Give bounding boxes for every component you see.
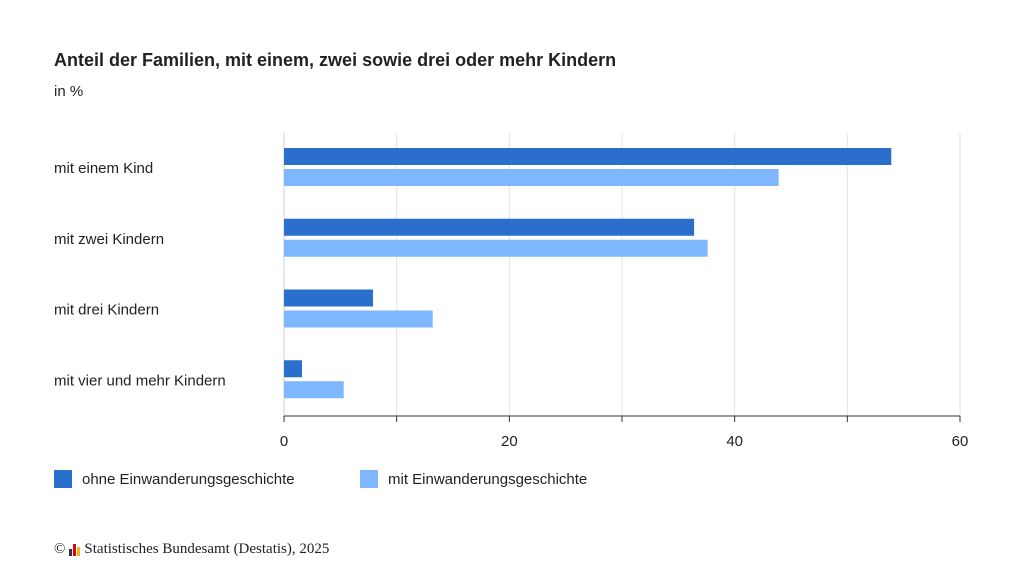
legend-label-ohne: ohne Einwanderungsgeschichte [82,470,295,488]
bar [284,310,433,328]
legend-swatch-mit [360,470,378,488]
bar-chart: 0 20 40 60 mit einem Kind mit zwei Kindern mit… [54,133,969,450]
x-tick-label: 60 [952,433,969,450]
bar [284,239,708,257]
category-label: mit drei Kindern [54,302,159,319]
x-tick-label: 0 [280,433,288,450]
chart-subtitle: in % [54,83,84,100]
category-label: mit zwei Kindern [54,231,164,248]
bar [284,218,695,236]
legend-item-mit[interactable]: mit Einwanderungsgeschichte [360,470,587,488]
destatis-logo-icon [69,543,81,556]
source-text: Statistisches Bundesamt (Destatis), 2025 [84,541,330,557]
bar [284,289,374,307]
copyright-symbol: © [54,541,66,557]
chart-title: Anteil der Familien, mit einem, zwei sow… [54,50,617,70]
x-tick-label: 20 [501,433,518,450]
category-label: mit vier und mehr Kindern [54,372,226,389]
x-tick-label: 40 [726,433,743,450]
source-credit: © Statistisches Bundesamt (Destatis), 20… [54,541,329,558]
legend-label-mit: mit Einwanderungsgeschichte [388,470,588,488]
bar [284,360,303,378]
legend-item-ohne[interactable]: ohne Einwanderungsgeschichte [54,470,295,488]
bar [284,148,892,165]
bar [284,169,779,186]
bar [284,381,344,399]
category-label: mit einem Kind [54,160,153,177]
legend-swatch-ohne [54,470,72,488]
